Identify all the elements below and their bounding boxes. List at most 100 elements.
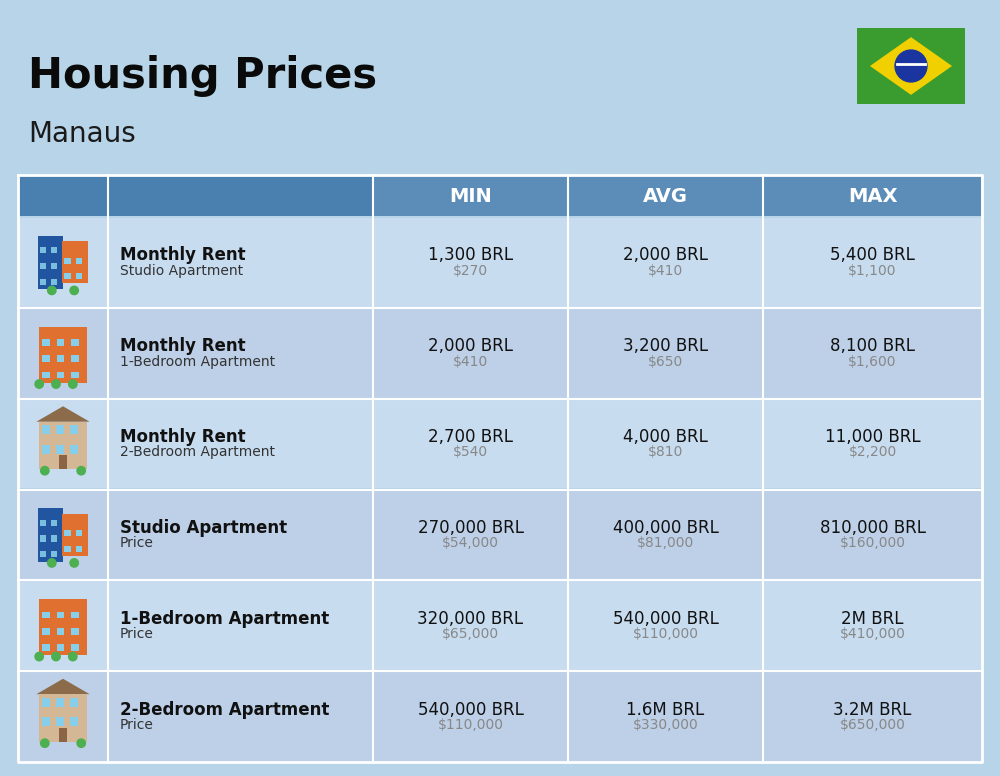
Text: 2,000 BRL: 2,000 BRL — [623, 247, 708, 265]
Circle shape — [41, 739, 49, 747]
Text: $270: $270 — [453, 264, 488, 278]
Text: $54,000: $54,000 — [442, 536, 499, 550]
Text: $81,000: $81,000 — [637, 536, 694, 550]
FancyBboxPatch shape — [39, 327, 87, 383]
FancyBboxPatch shape — [39, 695, 87, 742]
Text: 2,700 BRL: 2,700 BRL — [428, 428, 513, 446]
FancyBboxPatch shape — [19, 309, 981, 397]
Text: $1,600: $1,600 — [848, 355, 897, 369]
Text: MAX: MAX — [848, 186, 897, 206]
FancyBboxPatch shape — [40, 551, 46, 557]
FancyBboxPatch shape — [19, 490, 981, 580]
FancyBboxPatch shape — [40, 263, 46, 269]
Text: 2,000 BRL: 2,000 BRL — [428, 338, 513, 355]
Text: Monthly Rent: Monthly Rent — [120, 247, 246, 265]
Text: 540,000 BRL: 540,000 BRL — [613, 610, 718, 628]
FancyBboxPatch shape — [109, 176, 372, 216]
Text: $410,000: $410,000 — [840, 627, 905, 641]
FancyBboxPatch shape — [42, 611, 50, 618]
Text: 2M BRL: 2M BRL — [841, 610, 904, 628]
FancyBboxPatch shape — [51, 551, 57, 557]
FancyBboxPatch shape — [19, 581, 981, 670]
FancyBboxPatch shape — [64, 530, 71, 536]
FancyBboxPatch shape — [70, 425, 78, 435]
Circle shape — [70, 559, 78, 567]
FancyBboxPatch shape — [42, 628, 50, 635]
FancyBboxPatch shape — [51, 279, 57, 285]
Text: 270,000 BRL: 270,000 BRL — [418, 519, 524, 537]
FancyBboxPatch shape — [64, 273, 71, 279]
FancyBboxPatch shape — [70, 445, 78, 454]
FancyBboxPatch shape — [42, 355, 50, 362]
Text: Manaus: Manaus — [28, 120, 136, 148]
FancyBboxPatch shape — [70, 698, 78, 707]
FancyBboxPatch shape — [51, 535, 57, 542]
Text: $650: $650 — [648, 355, 683, 369]
Text: Monthly Rent: Monthly Rent — [120, 428, 246, 446]
FancyBboxPatch shape — [42, 718, 50, 726]
Circle shape — [48, 559, 56, 567]
Text: 11,000 BRL: 11,000 BRL — [825, 428, 920, 446]
FancyBboxPatch shape — [56, 445, 64, 454]
Text: $2,200: $2,200 — [848, 445, 897, 459]
FancyBboxPatch shape — [40, 279, 46, 285]
Text: 3.2M BRL: 3.2M BRL — [833, 701, 912, 719]
FancyBboxPatch shape — [57, 355, 64, 362]
Text: 1-Bedroom Apartment: 1-Bedroom Apartment — [120, 610, 329, 628]
Text: Monthly Rent: Monthly Rent — [120, 338, 246, 355]
Text: $110,000: $110,000 — [438, 718, 504, 732]
FancyBboxPatch shape — [57, 372, 64, 379]
FancyBboxPatch shape — [51, 248, 57, 254]
FancyBboxPatch shape — [64, 546, 71, 552]
FancyBboxPatch shape — [19, 672, 981, 761]
FancyBboxPatch shape — [62, 514, 88, 556]
Circle shape — [35, 653, 43, 660]
Text: 320,000 BRL: 320,000 BRL — [417, 610, 524, 628]
Text: $410: $410 — [648, 264, 683, 278]
Text: 2-Bedroom Apartment: 2-Bedroom Apartment — [120, 701, 329, 719]
FancyBboxPatch shape — [71, 611, 79, 618]
FancyBboxPatch shape — [76, 530, 82, 536]
FancyBboxPatch shape — [374, 176, 567, 216]
FancyBboxPatch shape — [40, 520, 46, 526]
FancyBboxPatch shape — [42, 698, 50, 707]
FancyBboxPatch shape — [56, 698, 64, 707]
FancyBboxPatch shape — [40, 535, 46, 542]
FancyBboxPatch shape — [39, 421, 87, 469]
Circle shape — [895, 50, 927, 82]
Text: $540: $540 — [453, 445, 488, 459]
Text: 5,400 BRL: 5,400 BRL — [830, 247, 915, 265]
Circle shape — [69, 379, 77, 388]
Polygon shape — [870, 37, 952, 95]
FancyBboxPatch shape — [76, 273, 82, 279]
Text: $65,000: $65,000 — [442, 627, 499, 641]
Polygon shape — [36, 679, 90, 695]
Text: Price: Price — [120, 627, 154, 641]
FancyBboxPatch shape — [70, 718, 78, 726]
FancyBboxPatch shape — [42, 372, 50, 379]
FancyBboxPatch shape — [857, 28, 965, 104]
Circle shape — [69, 653, 77, 660]
FancyBboxPatch shape — [76, 546, 82, 552]
Text: MIN: MIN — [449, 186, 492, 206]
Text: $1,100: $1,100 — [848, 264, 897, 278]
FancyBboxPatch shape — [56, 718, 64, 726]
Circle shape — [35, 379, 43, 388]
FancyBboxPatch shape — [51, 520, 57, 526]
Circle shape — [77, 739, 85, 747]
FancyBboxPatch shape — [42, 339, 50, 346]
FancyBboxPatch shape — [76, 258, 82, 264]
FancyBboxPatch shape — [57, 628, 64, 635]
Text: 540,000 BRL: 540,000 BRL — [418, 701, 523, 719]
FancyBboxPatch shape — [64, 258, 71, 264]
FancyBboxPatch shape — [71, 628, 79, 635]
Text: 810,000 BRL: 810,000 BRL — [820, 519, 926, 537]
FancyBboxPatch shape — [19, 218, 981, 307]
FancyBboxPatch shape — [42, 425, 50, 435]
FancyBboxPatch shape — [764, 176, 981, 216]
Text: $810: $810 — [648, 445, 683, 459]
Text: Studio Apartment: Studio Apartment — [120, 519, 287, 537]
FancyBboxPatch shape — [59, 728, 67, 742]
Text: Price: Price — [120, 536, 154, 550]
FancyBboxPatch shape — [57, 339, 64, 346]
